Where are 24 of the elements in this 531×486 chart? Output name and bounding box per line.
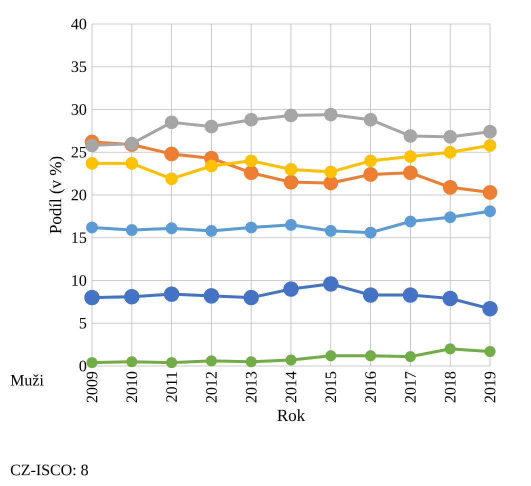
x-axis-title: Rok [277,409,306,422]
y-tick-label: 40 [71,18,86,30]
text: CZ-ISCO: 8 [10,464,88,476]
x-tick-label: 2013 [246,372,257,402]
y-tick-label: 20 [72,190,86,200]
x-tick-label: 2018 [444,372,456,402]
x-tick-label: 2016 [365,372,376,402]
x-tick-label: 2010 [126,372,138,402]
x-tick-label: 2012 [206,372,217,402]
y-tick-label: 35 [72,61,86,72]
x-tick-label: 2011 [166,372,177,402]
y-tick-label: 10 [72,275,86,286]
y-tick-label: 5 [80,318,86,329]
x-tick-label: 2009 [86,372,98,402]
y-tick-label: 25 [72,146,86,158]
x-tick-label: 2019 [484,372,496,402]
y-tick-label: 30 [72,104,86,115]
text: Muži [10,374,44,386]
x-tick-label: 2014 [286,371,296,402]
x-tick-label: 2017 [405,372,416,402]
y-tick-label: 15 [72,232,86,244]
y-tick-label: 0 [79,360,86,372]
y-axis-title: Podíl (v %) [49,156,65,234]
x-tick-label: 2015 [325,372,336,402]
